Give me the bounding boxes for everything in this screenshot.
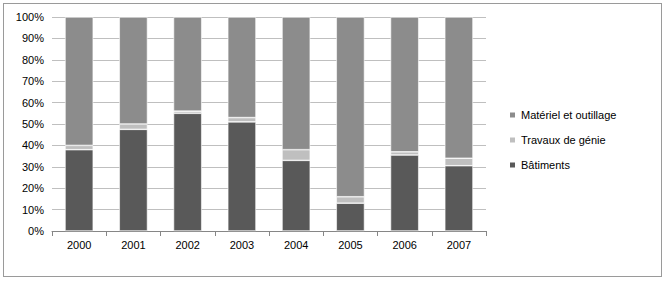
svg-text:2004: 2004 (284, 239, 308, 251)
svg-text:60%: 60% (22, 97, 44, 109)
svg-text:0%: 0% (28, 225, 44, 237)
svg-text:2006: 2006 (392, 239, 416, 251)
svg-text:10%: 10% (22, 204, 44, 216)
svg-text:50%: 50% (22, 118, 44, 130)
svg-text:70%: 70% (22, 75, 44, 87)
svg-text:2001: 2001 (121, 239, 145, 251)
svg-text:40%: 40% (22, 139, 44, 151)
svg-text:Bâtiments: Bâtiments (521, 159, 570, 171)
svg-text:30%: 30% (22, 161, 44, 173)
svg-text:2005: 2005 (338, 239, 362, 251)
svg-text:2000: 2000 (67, 239, 91, 251)
svg-text:2007: 2007 (447, 239, 471, 251)
svg-text:20%: 20% (22, 182, 44, 194)
svg-text:Travaux de génie: Travaux de génie (521, 134, 606, 146)
svg-text:Matériel et outillage: Matériel et outillage (521, 109, 616, 121)
svg-text:100%: 100% (16, 11, 44, 23)
svg-text:80%: 80% (22, 54, 44, 66)
svg-text:90%: 90% (22, 32, 44, 44)
svg-text:2003: 2003 (230, 239, 254, 251)
svg-text:2002: 2002 (175, 239, 199, 251)
